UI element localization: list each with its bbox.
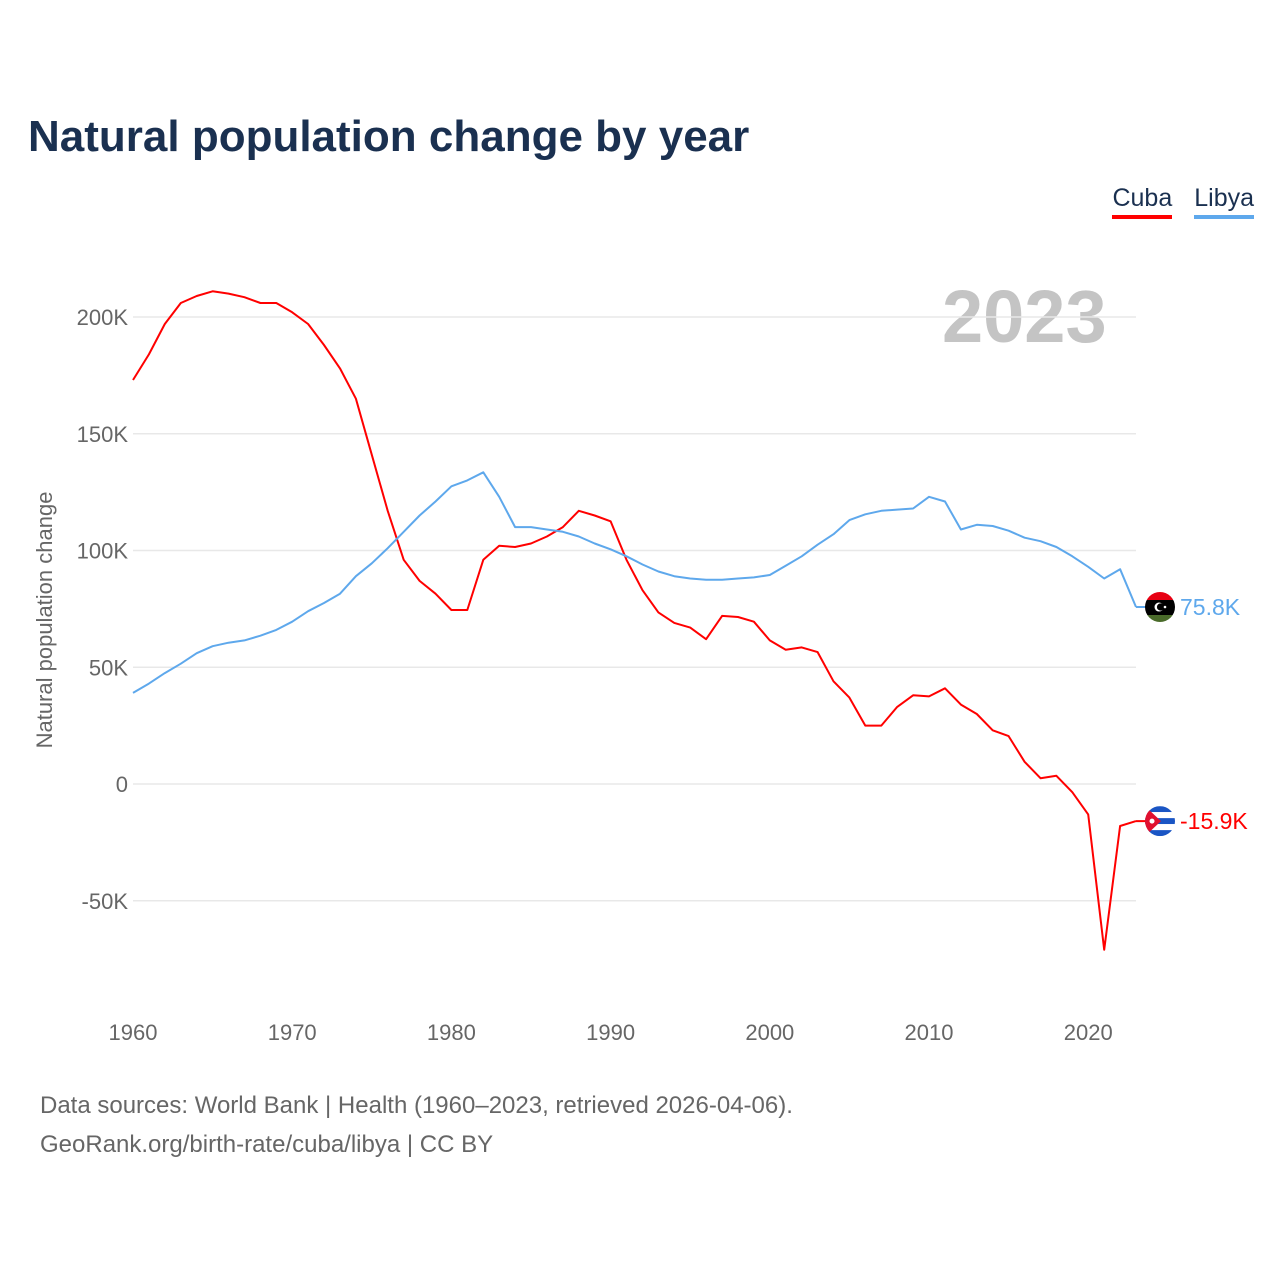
- y-axis-label: Natural population change: [32, 492, 57, 749]
- footer-sources: Data sources: World Bank | Health (1960–…: [40, 1092, 793, 1119]
- y-tick-label: 150K: [77, 422, 129, 447]
- end-value-label-libya: 75.8K: [1180, 594, 1241, 620]
- chart-title: Natural population change by year: [28, 112, 750, 161]
- x-tick-label: 2000: [745, 1020, 794, 1045]
- y-tick-label: -50K: [82, 889, 129, 914]
- libya-flag-icon: [1145, 592, 1175, 623]
- footer: Data sources: World Bank | Health (1960–…: [40, 1086, 793, 1164]
- cuba-flag-icon: [1145, 806, 1175, 837]
- legend-item-libya[interactable]: Libya: [1194, 184, 1254, 219]
- x-tick-label: 1990: [586, 1020, 635, 1045]
- end-value-label-cuba: -15.9K: [1180, 808, 1248, 834]
- x-tick-label: 1980: [427, 1020, 476, 1045]
- legend-item-cuba[interactable]: Cuba: [1112, 184, 1173, 219]
- y-tick-label: 50K: [89, 655, 128, 680]
- series-line-cuba: [132, 290, 1137, 951]
- x-tick-label: 2010: [905, 1020, 954, 1045]
- x-tick-label: 2020: [1064, 1020, 1113, 1045]
- x-tick-label: 1970: [268, 1020, 317, 1045]
- y-tick-label: 100K: [77, 539, 129, 564]
- series-line-libya: [132, 471, 1137, 694]
- y-tick-label: 200K: [77, 305, 129, 330]
- x-tick-label: 1960: [109, 1020, 158, 1045]
- footer-link[interactable]: GeoRank.org/birth-rate/cuba/libya | CC B…: [40, 1131, 494, 1158]
- y-tick-label: 0: [116, 772, 128, 797]
- legend: Cuba Libya: [1112, 184, 1254, 219]
